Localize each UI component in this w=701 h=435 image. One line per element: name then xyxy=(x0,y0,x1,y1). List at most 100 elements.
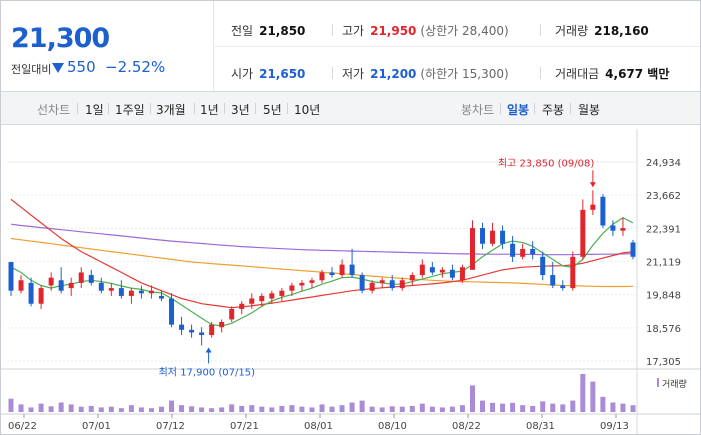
tab-monthly[interactable]: 월봉 xyxy=(578,103,601,117)
volume-bar xyxy=(600,396,606,412)
divider xyxy=(287,103,288,114)
candle-body xyxy=(580,209,586,257)
candle-body xyxy=(199,332,205,336)
candle-body xyxy=(28,282,34,304)
volume-bar xyxy=(439,407,445,412)
high-label: 고가 xyxy=(342,24,365,38)
low-label: 저가 xyxy=(342,67,365,81)
candle-body xyxy=(138,290,144,294)
x-tick-label: 08/22 xyxy=(452,421,481,432)
volume-bar xyxy=(259,406,265,412)
candle-body xyxy=(379,280,385,283)
candle-body xyxy=(209,324,215,336)
candle-body xyxy=(309,280,315,283)
tab-1d[interactable]: 1일 xyxy=(85,103,104,117)
candle-body xyxy=(329,272,335,276)
candle-body xyxy=(480,228,486,244)
divider xyxy=(108,103,109,114)
candle-body xyxy=(459,267,465,281)
volume-bar xyxy=(590,381,596,412)
quote-header: 21,300 전일대비 550 −2.52% 전일 21,850 고가 21,950… xyxy=(1,1,700,92)
down-arrow-icon xyxy=(52,63,64,73)
candle-body xyxy=(439,269,445,273)
candle-body xyxy=(169,298,175,325)
volume-bar xyxy=(409,405,415,412)
volume-label: 거래량 xyxy=(662,378,687,390)
tab-weekly[interactable]: 주봉 xyxy=(542,103,565,117)
volume-bar xyxy=(550,403,556,412)
divider xyxy=(500,103,501,114)
candle-body xyxy=(409,275,415,281)
trade-amount: 거래대금 4,677 백만 xyxy=(555,65,669,82)
divider xyxy=(194,103,195,114)
candle-body xyxy=(8,262,14,291)
tab-3m[interactable]: 3개월 xyxy=(156,103,186,117)
candle-body xyxy=(18,280,24,291)
candle-body xyxy=(259,295,265,302)
candle-body xyxy=(419,264,425,276)
volume-bar xyxy=(530,405,536,412)
volume-bar xyxy=(98,407,104,412)
tab-10y[interactable]: 10년 xyxy=(294,103,321,117)
tab-3y[interactable]: 3년 xyxy=(231,103,250,117)
x-tick-label: 08/10 xyxy=(378,421,407,432)
candle-body xyxy=(98,282,104,291)
current-price: 21,300 xyxy=(11,23,110,54)
volume-bar xyxy=(128,405,134,412)
volume-bar xyxy=(630,405,636,412)
candle-body xyxy=(530,248,536,255)
volume-bar xyxy=(389,406,395,412)
candle-body xyxy=(550,275,556,286)
candle-body xyxy=(560,285,566,289)
tab-1y[interactable]: 1년 xyxy=(200,103,219,117)
y-tick-label: 23,662 xyxy=(646,191,681,202)
candle-body xyxy=(500,230,506,244)
change-value: 550 xyxy=(67,58,96,76)
volume-bar xyxy=(419,403,425,412)
candle-body xyxy=(429,267,435,273)
candle-body xyxy=(570,256,576,289)
volume-bar xyxy=(339,405,345,412)
ma20-line xyxy=(10,198,634,309)
volume-bar xyxy=(189,406,195,412)
ma120-line xyxy=(10,223,634,256)
candle-body xyxy=(520,248,526,257)
candle-body xyxy=(510,243,516,257)
y-tick-label: 19,848 xyxy=(646,291,681,302)
y-tick-label: 22,391 xyxy=(646,224,681,235)
candle-body xyxy=(229,308,235,320)
volume-legend-swatch xyxy=(657,378,659,387)
volume-bar xyxy=(28,407,34,412)
volume: 거래량 218,160 xyxy=(555,22,649,39)
divider xyxy=(332,67,333,79)
volume-bar xyxy=(249,405,255,412)
volume-bar xyxy=(38,403,44,412)
candle-body xyxy=(369,282,375,291)
tab-5y[interactable]: 5년 xyxy=(263,103,282,117)
volume-bar xyxy=(580,374,586,412)
divider xyxy=(540,67,541,79)
volume-bar xyxy=(480,400,486,412)
tab-1w[interactable]: 1주일 xyxy=(115,103,145,117)
x-tick-label: 07/21 xyxy=(230,421,259,432)
candle-body xyxy=(630,242,636,257)
volume-bar xyxy=(620,403,626,412)
candle-body xyxy=(78,272,84,283)
candle-body xyxy=(179,324,185,330)
candle-body xyxy=(339,264,345,276)
volume-bar xyxy=(148,408,154,412)
current-price-box: 21,300 전일대비 550 −2.52% xyxy=(1,1,214,91)
low-value: 21,200 xyxy=(370,67,417,81)
volume-bar xyxy=(108,406,114,412)
x-tick-label: 08/31 xyxy=(526,421,555,432)
prev-close-label: 전일 xyxy=(231,24,254,38)
tab-daily[interactable]: 일봉 xyxy=(507,103,530,117)
candle-body xyxy=(249,298,255,304)
volume-bar xyxy=(469,385,475,412)
volume-bar xyxy=(490,402,496,412)
candle-body xyxy=(128,290,134,296)
candle-body xyxy=(319,272,325,281)
divider xyxy=(224,103,225,114)
